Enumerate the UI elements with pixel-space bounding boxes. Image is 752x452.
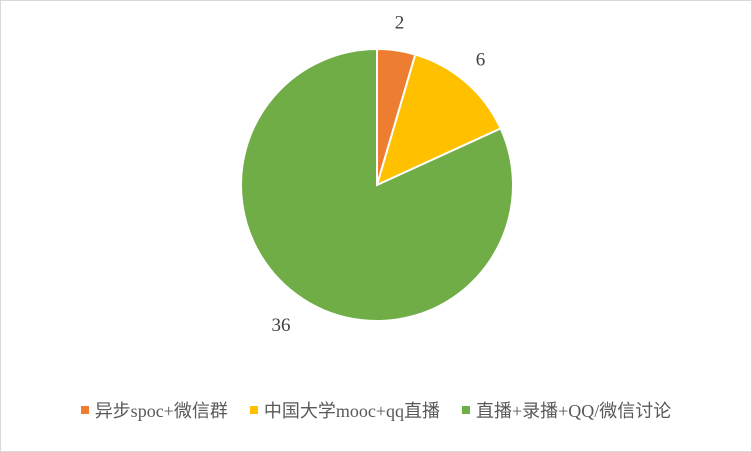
legend-item: 直播+录播+QQ/微信讨论 xyxy=(462,397,671,423)
pie-slice xyxy=(240,47,514,322)
legend-item: 中国大学mooc+qq直播 xyxy=(249,397,440,423)
data-label: 36 xyxy=(272,315,291,336)
pie-slice xyxy=(375,53,503,187)
legend-swatch xyxy=(462,406,470,414)
legend-label: 异步spoc+微信群 xyxy=(94,401,228,421)
legend-label: 直播+录播+QQ/微信讨论 xyxy=(476,401,672,421)
legend: 异步spoc+微信群 中国大学mooc+qq直播 直播+录播+QQ/微信讨论 xyxy=(1,397,751,423)
legend-swatch xyxy=(249,406,258,414)
legend-swatch xyxy=(80,406,89,414)
legend-item: 异步spoc+微信群 xyxy=(80,397,228,423)
data-label: 6 xyxy=(476,50,486,71)
legend-label: 中国大学mooc+qq直播 xyxy=(263,401,440,421)
data-label: 2 xyxy=(395,13,405,34)
